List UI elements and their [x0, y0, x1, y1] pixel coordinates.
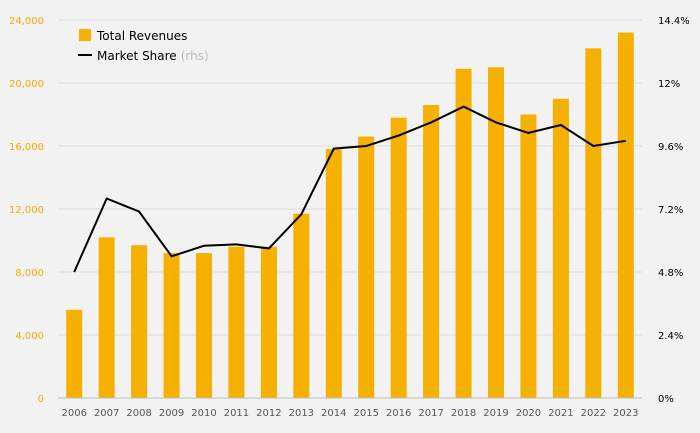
- gridlines: [58, 19, 642, 336]
- x-tick-label: 2011: [224, 408, 249, 419]
- left-tick-label: 0: [38, 394, 44, 405]
- x-tick-label: 2014: [321, 408, 346, 419]
- revenue-bar: [585, 48, 602, 398]
- revenue-bar: [260, 246, 277, 398]
- x-tick-label: 2015: [353, 408, 378, 419]
- right-tick-label: 12%: [658, 79, 680, 90]
- revenue-bar: [98, 237, 115, 398]
- revenue-bar: [228, 246, 245, 398]
- legend-market-share-name: Market Share: [97, 49, 177, 63]
- revenue-bar: [131, 245, 148, 398]
- left-axis-ticks: 0 4,000 8,000 12,000 16,000 20,000 24,000: [9, 16, 44, 405]
- legend-market-share-note: (rhs): [181, 49, 209, 63]
- x-tick-label: 2020: [516, 408, 541, 419]
- x-tick-label: 2013: [289, 408, 314, 419]
- revenue-bar: [358, 136, 375, 399]
- left-tick-label: 20,000: [9, 79, 44, 90]
- market-share-line: [73, 105, 626, 273]
- left-tick-label: 24,000: [9, 16, 44, 27]
- revenue-bar: [293, 213, 310, 398]
- right-tick-label: 4.8%: [658, 268, 683, 279]
- x-tick-label: 2012: [256, 408, 281, 419]
- right-tick-label: 2.4%: [658, 331, 683, 342]
- x-tick-label: 2022: [581, 408, 606, 419]
- x-tick-label: 2016: [386, 408, 411, 419]
- x-tick-label: 2023: [613, 408, 638, 419]
- revenue-bar: [552, 98, 569, 398]
- revenue-bar: [488, 67, 504, 398]
- revenue-bar: [66, 309, 83, 398]
- right-tick-label: 14.4%: [658, 16, 690, 27]
- revenue-bar: [390, 117, 407, 399]
- x-tick-label: 2008: [126, 408, 151, 419]
- right-tick-label: 7.2%: [658, 205, 683, 216]
- revenue-bar: [163, 253, 180, 398]
- x-tick-label: 2007: [94, 408, 119, 419]
- revenue-bar: [325, 149, 342, 398]
- revenue-bar: [423, 105, 440, 399]
- left-tick-label: 4,000: [15, 331, 44, 342]
- x-tick-label: 2010: [191, 408, 216, 419]
- right-tick-label: 0%: [658, 394, 674, 405]
- right-axis-ticks: 0% 2.4% 4.8% 7.2% 9.6% 12% 14.4%: [658, 16, 690, 405]
- legend-label-total-revenues: Total Revenues: [96, 29, 187, 43]
- left-tick-label: 16,000: [9, 142, 44, 153]
- legend: Total Revenues Market Share (rhs): [78, 29, 209, 63]
- revenue-bar: [520, 114, 537, 398]
- revenue-bars: [66, 32, 634, 399]
- legend-label-market-share: Market Share (rhs): [97, 49, 209, 63]
- left-tick-label: 8,000: [15, 268, 44, 279]
- x-tick-label: 2009: [159, 408, 184, 419]
- legend-swatch-total-revenues: [79, 29, 91, 41]
- right-tick-label: 9.6%: [658, 142, 683, 153]
- left-tick-label: 12,000: [9, 205, 44, 216]
- x-tick-label: 2017: [418, 408, 443, 419]
- revenue-bar: [455, 68, 472, 398]
- x-axis-ticks: 2006 2007 2008 2009 2010 2011 2012 2013 2014 2015…: [61, 408, 638, 419]
- revenue-bar: [196, 253, 212, 398]
- revenue-bar: [617, 32, 634, 398]
- x-tick-label: 2018: [451, 408, 476, 419]
- x-tick-label: 2006: [61, 408, 86, 419]
- x-tick-label: 2021: [548, 408, 573, 419]
- x-tick-label: 2019: [483, 408, 508, 419]
